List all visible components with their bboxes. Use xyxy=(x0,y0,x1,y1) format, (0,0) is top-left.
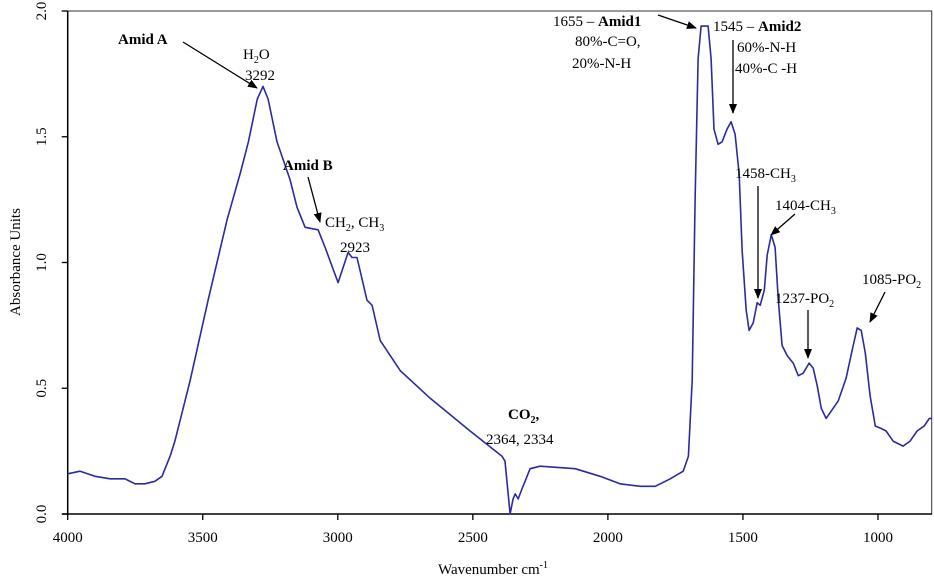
annotation-co2-wavenumbers: 2364, 2334 xyxy=(486,432,554,448)
x-tick-label: 1500 xyxy=(728,530,758,546)
annotation-1458-ch3: 1458-CH3 xyxy=(735,166,796,185)
y-tick-label: 1.0 xyxy=(34,253,50,272)
annotation-amid1-c-o: 80%-C=O, xyxy=(575,34,641,50)
annotation-amid1-n-h: 20%-N-H xyxy=(572,56,631,72)
annotation-1404-ch3: 1404-CH3 xyxy=(775,198,836,217)
x-tick-label: 3000 xyxy=(323,530,353,546)
annotation-1085-po2: 1085-PO2 xyxy=(862,272,921,291)
arrow-amid-a xyxy=(182,41,258,89)
annotation-ch2-ch3: CH2, CH3 xyxy=(325,215,384,234)
y-tick-label: 0.5 xyxy=(34,379,50,398)
y-tick-label: 0.0 xyxy=(34,505,50,524)
annotation-amid-b: Amid B xyxy=(283,158,333,174)
axis-ticks: 4000 3500 3000 2500 2000 1500 1000 0.0 0.5 1.0 1.5… xyxy=(34,2,893,546)
annotation-2923: 2923 xyxy=(340,240,370,256)
annotation-amid-a: Amid A xyxy=(118,32,168,48)
annotations: Amid A H2O 3292 Amid B CH2, CH3 2923 165… xyxy=(118,14,921,448)
x-tick-label: 1000 xyxy=(863,530,893,546)
arrow-1085 xyxy=(869,291,886,323)
y-axis-label: Absorbance Units xyxy=(8,208,24,316)
arrow-1404 xyxy=(770,213,796,236)
annotation-h2o: H2O xyxy=(243,47,270,66)
annotation-1237-po2: 1237-PO2 xyxy=(775,291,834,310)
arrow-amid1 xyxy=(657,14,697,29)
annotation-amid1: 1655 – Amid1 xyxy=(553,14,641,30)
y-tick-label: 1.5 xyxy=(34,127,50,146)
annotation-co2: CO2, xyxy=(508,407,540,426)
x-tick-label: 2500 xyxy=(458,530,488,546)
x-tick-label: 4000 xyxy=(53,530,83,546)
x-axis-label: Wavenumber cm-1 xyxy=(438,560,548,578)
annotation-amid2-n-h: 60%-N-H xyxy=(737,40,796,56)
annotation-amid2: 1545 – Amid2 xyxy=(713,19,801,35)
spectrum-line xyxy=(67,25,932,515)
y-tick-label: 2.0 xyxy=(34,2,50,21)
annotation-3292: 3292 xyxy=(245,68,275,84)
arrow-amid-b xyxy=(307,176,322,223)
x-tick-label: 2000 xyxy=(593,530,623,546)
annotation-amid2-c-h: 40%-C -H xyxy=(735,61,797,77)
x-tick-label: 3500 xyxy=(188,530,218,546)
